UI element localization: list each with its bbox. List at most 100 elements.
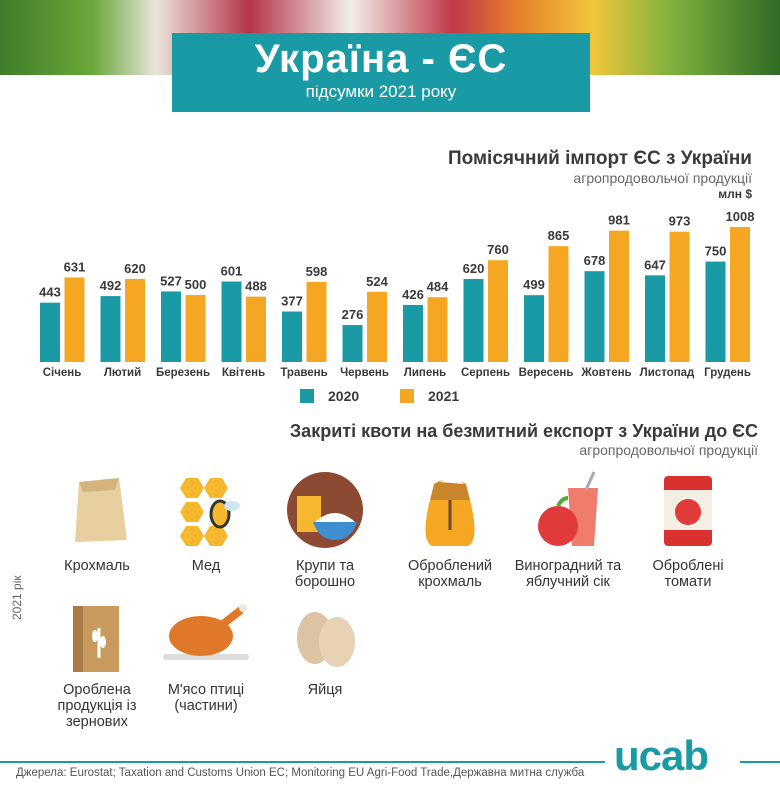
honeycomb-bee-icon xyxy=(180,478,240,546)
sources-text: Джерела: Eurostat; Taxation and Customs … xyxy=(16,767,585,779)
grain-bag-icon xyxy=(73,606,119,672)
data-label: 750 xyxy=(705,244,727,259)
data-label: 865 xyxy=(548,228,570,243)
ucab-logo: ucab xyxy=(614,732,709,779)
data-label: 500 xyxy=(185,277,207,292)
x-tick-label: Березень xyxy=(156,367,210,379)
title-box: Україна - ЄС підсумки 2021 року xyxy=(172,33,590,112)
quota-label: Оробленa продукція із зернових xyxy=(57,682,137,730)
data-label: 647 xyxy=(644,257,666,272)
legend-swatch-2020 xyxy=(300,389,314,403)
footer-divider xyxy=(740,761,780,763)
data-label: 601 xyxy=(221,264,243,279)
quota-item: Оробленa продукція із зернових xyxy=(37,602,157,730)
bar-2021 xyxy=(427,297,448,362)
bar-2021 xyxy=(185,295,206,362)
quota-item: М'ясо птиці (частини) xyxy=(146,602,266,714)
bar-2020 xyxy=(705,261,726,362)
quotas-subtitle: агропродовольчої продукції xyxy=(579,442,758,458)
quota-item: Виноградний та яблучний сік xyxy=(508,470,628,590)
bar-2021 xyxy=(609,230,629,362)
quota-label: Оброблені томати xyxy=(652,558,724,590)
bar-2021 xyxy=(125,278,145,362)
data-label: 499 xyxy=(523,277,545,292)
chart-title: Помісячний імпорт ЄС з України xyxy=(447,148,752,169)
data-label: 527 xyxy=(160,273,182,288)
bar-2020 xyxy=(584,271,605,362)
legend-label: 2020 xyxy=(328,388,360,404)
bar-2020 xyxy=(161,291,181,362)
bar-2020 xyxy=(40,302,60,362)
quotas-title: Закриті квоти на безмитний експорт з Укр… xyxy=(289,421,758,441)
bar-2021 xyxy=(548,246,569,362)
quota-item: Оброблені томати xyxy=(628,470,748,590)
data-label: 973 xyxy=(669,214,691,229)
x-tick-label: Лютий xyxy=(104,367,141,379)
page-title: Україна - ЄС xyxy=(254,37,508,81)
bar-2021 xyxy=(367,291,387,362)
data-label: 488 xyxy=(245,279,267,294)
data-label: 443 xyxy=(39,285,61,300)
page-subtitle: підсумки 2021 року xyxy=(305,82,457,101)
quota-label: М'ясо птиці (частини) xyxy=(167,682,245,714)
quota-label: Крупи та борошно xyxy=(294,558,356,590)
data-label: 484 xyxy=(427,279,449,294)
bar-2020 xyxy=(524,295,544,362)
x-tick-label: Жовтень xyxy=(580,367,631,379)
legend-2020: 2020 xyxy=(300,388,359,404)
bar-2020 xyxy=(463,278,484,362)
x-tick-label: Липень xyxy=(404,367,447,379)
bar-2020 xyxy=(282,311,302,362)
roast-chicken-icon xyxy=(163,604,249,660)
x-tick-label: Квітень xyxy=(222,367,265,379)
legend-swatch-2021 xyxy=(400,389,414,403)
data-label: 1008 xyxy=(726,209,755,224)
tomato-can-icon xyxy=(664,476,712,546)
flour-bag-icon xyxy=(425,477,475,546)
bar-2021 xyxy=(669,231,690,362)
year-label: 2021 рік xyxy=(10,575,24,620)
quota-label: Виноградний та яблучний сік xyxy=(514,558,622,590)
data-label: 620 xyxy=(124,261,146,276)
bar-2020 xyxy=(403,304,423,362)
x-tick-label: Серпень xyxy=(461,367,510,379)
juice-apple-icon xyxy=(538,471,598,546)
bar-2021 xyxy=(306,281,327,362)
quota-item: Яйця xyxy=(265,602,385,698)
quota-item: Мед xyxy=(146,470,266,574)
quota-item: Оброблений крохмаль xyxy=(390,470,510,590)
data-label: 620 xyxy=(463,261,485,276)
sack-icon xyxy=(75,478,127,542)
quota-label: Оброблений крохмаль xyxy=(407,558,493,590)
quota-item: Крохмаль xyxy=(37,470,157,574)
bar-2021 xyxy=(64,277,85,362)
legend-2021: 2021 xyxy=(400,388,459,404)
x-tick-label: Грудень xyxy=(704,367,751,379)
bar-2021 xyxy=(246,296,266,362)
x-tick-label: Травень xyxy=(280,367,327,379)
data-label: 678 xyxy=(584,253,606,268)
eggs-icon xyxy=(297,612,355,667)
chart-subtitle: агропродовольчої продукції xyxy=(573,170,752,186)
footer-divider xyxy=(0,761,605,763)
data-label: 276 xyxy=(342,307,364,322)
quota-item: Крупи та борошно xyxy=(265,470,385,590)
data-label: 524 xyxy=(366,274,388,289)
data-label: 631 xyxy=(64,259,86,274)
quota-label: Яйця xyxy=(307,682,343,698)
bar-2021 xyxy=(488,260,508,362)
bar-2020 xyxy=(100,296,121,362)
chart-unit: млн $ xyxy=(718,187,752,201)
data-label: 426 xyxy=(402,287,424,302)
x-tick-label: Січень xyxy=(43,367,82,379)
data-label: 981 xyxy=(608,213,630,228)
bar-2020 xyxy=(645,275,665,362)
data-label: 760 xyxy=(487,242,509,257)
flour-bowl-icon xyxy=(287,472,363,548)
data-label: 598 xyxy=(306,264,328,279)
bar-2021 xyxy=(730,227,750,362)
data-label: 492 xyxy=(100,278,122,293)
bar-2020 xyxy=(221,281,242,362)
x-tick-label: Листопад xyxy=(640,367,695,379)
